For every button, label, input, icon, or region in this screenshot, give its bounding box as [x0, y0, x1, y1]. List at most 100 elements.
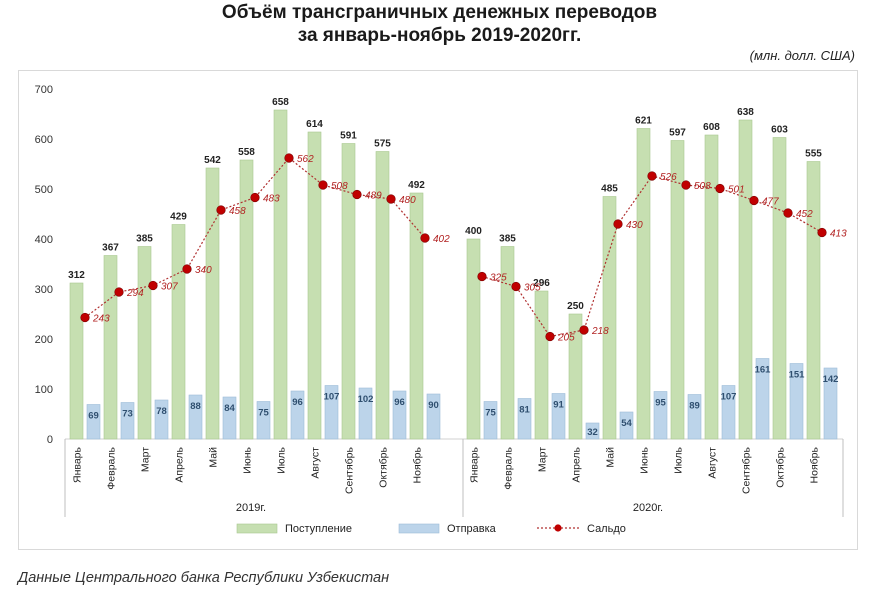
outflow-value-label: 78 [156, 406, 167, 417]
outflow-value-label: 142 [823, 374, 839, 385]
outflow-bar [86, 404, 101, 440]
outflow-value-label: 102 [358, 394, 374, 405]
outflow-bar [324, 385, 339, 440]
inflow-bar [103, 255, 118, 440]
inflow-value-label: 385 [499, 234, 516, 245]
saldo-point [681, 180, 691, 190]
saldo-value-label: 508 [331, 181, 348, 192]
saldo-point [386, 194, 396, 204]
outflow-value-label: 73 [122, 409, 133, 420]
inflow-value-label: 658 [272, 97, 289, 108]
inflow-value-label: 597 [669, 128, 686, 139]
month-tick-label: Август [707, 447, 719, 479]
outflow-value-label: 107 [324, 392, 340, 403]
saldo-value-label: 340 [195, 265, 212, 276]
saldo-point [613, 219, 623, 229]
inflow-bar [307, 131, 322, 440]
outflow-value-label: 96 [394, 397, 405, 408]
saldo-value-label: 402 [433, 234, 450, 245]
y-tick-label: 400 [35, 234, 53, 246]
saldo-value-label: 218 [591, 326, 609, 337]
y-tick-label: 700 [35, 84, 53, 96]
outflow-value-label: 107 [721, 392, 737, 403]
outflow-value-label: 96 [292, 397, 303, 408]
month-tick-label: Май [605, 447, 617, 468]
y-tick-label: 200 [35, 334, 53, 346]
inflow-bar [69, 282, 84, 440]
month-tick-label: Апрель [174, 446, 186, 482]
inflow-value-label: 385 [136, 234, 153, 245]
inflow-bar [500, 246, 515, 440]
outflow-value-label: 75 [258, 408, 269, 419]
month-tick-label: Ноябрь [809, 446, 821, 483]
month-tick-label: Январь [72, 446, 84, 483]
saldo-point [318, 180, 328, 190]
legend-swatch-inflow [236, 523, 278, 534]
inflow-bar [670, 140, 685, 440]
inflow-bar [602, 196, 617, 440]
saldo-value-label: 325 [490, 273, 507, 284]
legend-swatch-outflow [398, 523, 440, 534]
saldo-point [545, 331, 555, 342]
saldo-point [477, 271, 487, 282]
y-tick-label: 600 [35, 134, 53, 146]
outflow-bar [721, 385, 736, 440]
outflow-value-label: 90 [428, 400, 439, 411]
outflow-value-label: 88 [190, 401, 201, 412]
legend-label-saldo: Сальдо [587, 523, 626, 535]
outflow-value-label: 151 [789, 370, 806, 381]
chart-title-line-2: за январь-ноябрь 2019-2020гг. [297, 25, 582, 46]
outflow-bar [222, 396, 237, 440]
inflow-bar [738, 119, 753, 440]
y-tick-label: 500 [35, 184, 53, 196]
inflow-value-label: 608 [703, 122, 720, 133]
outflow-bar [619, 411, 634, 440]
inflow-bar [772, 137, 787, 440]
inflow-value-label: 429 [170, 212, 187, 223]
saldo-value-label: 243 [92, 314, 110, 325]
outflow-value-label: 161 [755, 365, 772, 376]
saldo-line [84, 157, 426, 318]
outflow-bar [517, 398, 532, 440]
inflow-bar [239, 159, 254, 440]
month-tick-label: Август [310, 447, 322, 479]
inflow-value-label: 492 [408, 180, 425, 191]
saldo-value-label: 480 [399, 195, 416, 206]
saldo-point [715, 183, 725, 194]
inflow-value-label: 400 [465, 226, 482, 237]
units-label: (млн. долл. США) [749, 48, 855, 63]
saldo-point [250, 192, 260, 203]
inflow-bar [704, 134, 719, 440]
saldo-point [817, 227, 827, 238]
month-tick-label: Май [208, 447, 220, 468]
outflow-bar [188, 394, 203, 440]
outflow-value-label: 54 [621, 418, 632, 429]
outflow-value-label: 81 [519, 405, 530, 416]
outflow-bar [653, 391, 668, 440]
month-tick-label: Сентябрь [344, 446, 356, 494]
inflow-value-label: 485 [601, 184, 618, 195]
saldo-value-label: 305 [524, 283, 541, 294]
outflow-bar [789, 363, 804, 440]
y-tick-label: 300 [35, 284, 53, 296]
inflow-value-label: 250 [567, 301, 584, 312]
outflow-bar [256, 401, 271, 440]
inflow-value-label: 367 [102, 243, 119, 254]
outflow-bar [426, 393, 441, 440]
saldo-value-label: 508 [694, 181, 711, 192]
saldo-point [420, 233, 430, 243]
month-tick-label: Февраль [503, 446, 515, 489]
saldo-value-label: 489 [365, 191, 382, 202]
inflow-value-label: 558 [238, 147, 255, 158]
saldo-point [352, 189, 362, 200]
inflow-value-label: 614 [306, 119, 323, 130]
outflow-value-label: 75 [485, 408, 496, 419]
saldo-value-label: 413 [830, 229, 847, 240]
inflow-value-label: 603 [771, 125, 788, 136]
inflow-value-label: 542 [204, 155, 221, 166]
outflow-value-label: 95 [655, 398, 666, 409]
outflow-value-label: 69 [88, 411, 99, 422]
inflow-bar [171, 224, 186, 440]
saldo-point [182, 264, 192, 274]
outflow-bar [358, 387, 373, 440]
